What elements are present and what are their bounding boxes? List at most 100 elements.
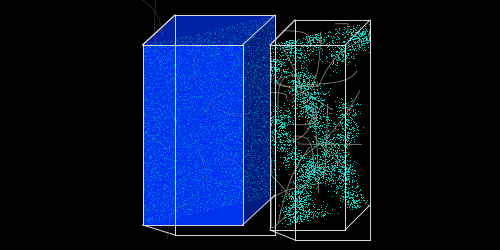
Point	[299, 102, 307, 106]
Point	[205, 192, 213, 196]
Point	[146, 174, 154, 178]
Point	[240, 99, 248, 103]
Point	[165, 70, 173, 73]
Point	[324, 133, 332, 137]
Point	[170, 198, 177, 202]
Point	[256, 86, 264, 90]
Point	[312, 115, 320, 119]
Point	[214, 167, 222, 171]
Point	[228, 98, 236, 102]
Point	[188, 86, 196, 90]
Point	[149, 111, 157, 115]
Point	[162, 96, 170, 100]
Point	[282, 84, 290, 87]
Point	[247, 146, 255, 150]
Point	[315, 94, 323, 98]
Point	[357, 195, 365, 199]
Point	[365, 34, 373, 38]
Point	[248, 135, 256, 139]
Point	[292, 87, 300, 91]
Point	[268, 162, 276, 166]
Point	[253, 63, 261, 67]
Point	[175, 156, 183, 160]
Point	[296, 174, 304, 178]
Point	[232, 132, 240, 136]
Point	[282, 155, 290, 159]
Point	[213, 56, 221, 60]
Point	[152, 80, 160, 84]
Point	[336, 132, 344, 136]
Point	[177, 50, 185, 54]
Point	[153, 138, 161, 142]
Point	[239, 158, 247, 162]
Point	[246, 162, 254, 166]
Point	[254, 156, 262, 160]
Point	[280, 44, 288, 48]
Point	[292, 86, 300, 90]
Point	[144, 195, 152, 199]
Point	[226, 60, 234, 64]
Point	[182, 123, 190, 127]
Point	[340, 39, 347, 43]
Point	[209, 125, 217, 129]
Point	[148, 98, 156, 102]
Point	[216, 72, 224, 76]
Point	[163, 151, 171, 155]
Point	[254, 59, 262, 63]
Point	[304, 197, 312, 201]
Point	[212, 77, 220, 81]
Point	[192, 89, 200, 93]
Point	[172, 209, 179, 213]
Point	[209, 169, 217, 173]
Point	[237, 21, 245, 25]
Point	[351, 110, 359, 114]
Point	[267, 59, 275, 63]
Point	[264, 132, 272, 136]
Point	[343, 172, 351, 176]
Point	[187, 142, 195, 146]
Point	[150, 164, 158, 168]
Point	[284, 189, 292, 193]
Point	[146, 105, 154, 109]
Point	[340, 35, 347, 39]
Point	[152, 42, 160, 46]
Point	[354, 31, 362, 35]
Point	[259, 160, 267, 164]
Point	[292, 144, 300, 148]
Point	[246, 117, 254, 121]
Point	[220, 188, 228, 192]
Point	[218, 192, 226, 196]
Point	[348, 192, 356, 196]
Point	[314, 139, 322, 143]
Point	[335, 144, 343, 148]
Point	[303, 116, 311, 120]
Point	[218, 141, 226, 145]
Point	[338, 142, 346, 146]
Point	[304, 178, 312, 182]
Point	[154, 132, 162, 136]
Point	[149, 74, 157, 78]
Point	[182, 133, 190, 137]
Point	[178, 115, 186, 119]
Point	[208, 142, 216, 146]
Point	[189, 168, 197, 172]
Point	[246, 30, 254, 34]
Point	[258, 139, 266, 143]
Point	[284, 204, 292, 208]
Point	[166, 143, 173, 147]
Point	[149, 114, 157, 118]
Point	[352, 46, 360, 50]
Point	[308, 48, 316, 52]
Point	[228, 60, 236, 64]
Point	[311, 213, 319, 217]
Point	[352, 206, 360, 210]
Point	[222, 182, 230, 186]
Point	[156, 120, 164, 124]
Point	[301, 181, 309, 185]
Point	[351, 39, 359, 43]
Point	[278, 116, 285, 120]
Point	[328, 164, 336, 168]
Point	[343, 191, 351, 195]
Point	[147, 198, 155, 202]
Point	[196, 118, 203, 122]
